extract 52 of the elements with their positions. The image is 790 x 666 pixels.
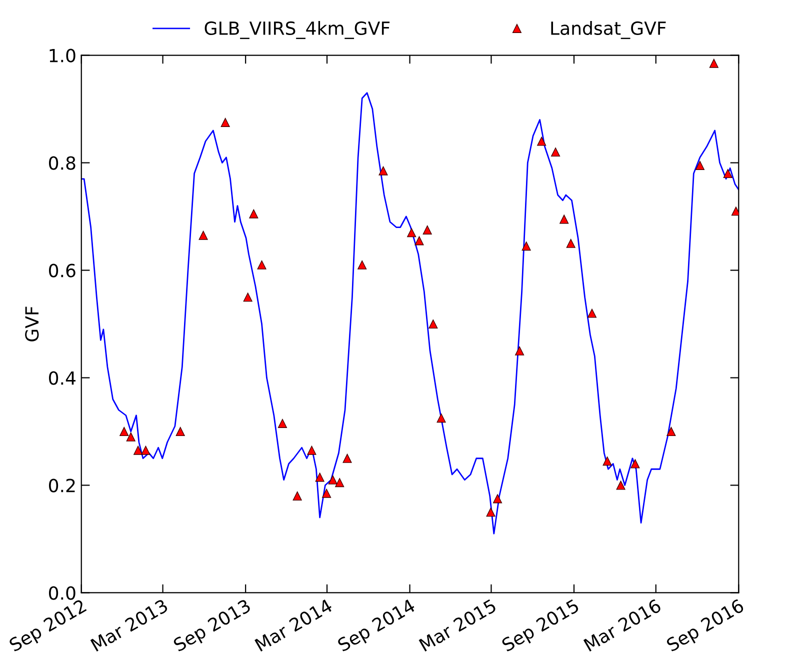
- point: [307, 446, 316, 455]
- point: [486, 508, 496, 517]
- y-tick-label: 0.0: [48, 586, 76, 600]
- point: [328, 475, 338, 484]
- point: [278, 418, 287, 428]
- point: [141, 446, 150, 455]
- point: [515, 346, 524, 356]
- point: [292, 491, 302, 501]
- y-tick-label: 0.2: [48, 478, 75, 492]
- point: [422, 225, 432, 234]
- point: [134, 446, 143, 455]
- point: [378, 166, 388, 176]
- y-tick-label: 0.6: [48, 264, 76, 278]
- point: [695, 160, 704, 170]
- point: [537, 136, 546, 146]
- point: [602, 456, 612, 466]
- point: [436, 414, 446, 423]
- point: [616, 480, 626, 490]
- point: [566, 238, 576, 248]
- point: [428, 319, 438, 329]
- point: [709, 58, 718, 68]
- y-tick-label: 1.0: [50, 48, 76, 62]
- legend-label: GLB_VIIRS_4km_GVF: [204, 21, 390, 40]
- point: [551, 148, 560, 157]
- point: [220, 118, 230, 127]
- point: [587, 308, 597, 318]
- point: [120, 426, 129, 436]
- point: [176, 426, 185, 436]
- point: [522, 242, 531, 251]
- line-series: [81, 92, 739, 534]
- y-tick-label: 0.8: [48, 156, 76, 170]
- point: [243, 292, 252, 302]
- point: [249, 209, 258, 218]
- point: [630, 459, 640, 468]
- point: [723, 169, 732, 178]
- point: [315, 472, 324, 482]
- point: [126, 432, 136, 442]
- point: [666, 426, 676, 436]
- y-tick-label: 0.4: [48, 371, 76, 385]
- point: [358, 260, 367, 270]
- point: [257, 260, 266, 270]
- point: [335, 478, 344, 488]
- y-axis-title: GVF: [25, 306, 39, 342]
- point: [414, 236, 424, 246]
- point: [560, 214, 569, 224]
- point: [492, 494, 502, 504]
- point: [407, 228, 416, 238]
- point: [322, 488, 332, 498]
- point: [731, 206, 739, 216]
- point: [198, 230, 208, 240]
- legend-label: Landsat_GVF: [551, 21, 666, 40]
- point: [342, 454, 352, 463]
